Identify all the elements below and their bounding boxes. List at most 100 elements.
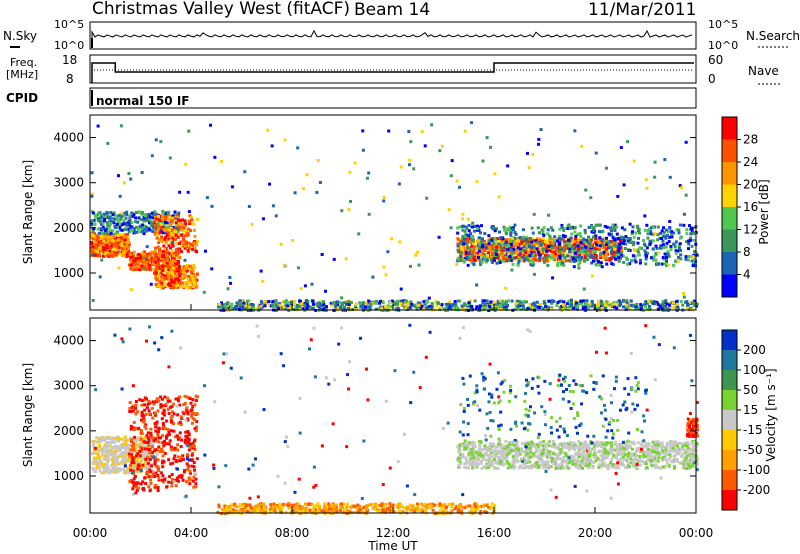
power-cell [647, 300, 650, 303]
power-cell [605, 263, 608, 266]
noise-right-tick-bottom: 10^0 [708, 39, 738, 52]
power-cell [165, 241, 168, 244]
velocity-cell [165, 437, 168, 440]
power-cell [461, 213, 464, 216]
power-cell [398, 240, 401, 243]
power-cell [190, 218, 193, 221]
power-cell [616, 301, 619, 304]
power-cell [611, 224, 614, 227]
power-cell [162, 244, 165, 247]
power-cell [457, 300, 460, 303]
power-cell [684, 258, 687, 261]
power-cell [155, 283, 158, 286]
power-cell [675, 240, 678, 243]
power-cell [573, 260, 576, 263]
power-cell [486, 300, 489, 303]
power-cell [141, 230, 144, 233]
power-cell [430, 123, 433, 126]
power-cell [315, 191, 318, 194]
power-cell [168, 223, 171, 226]
power-cell [592, 260, 595, 263]
power-cell [192, 280, 195, 283]
power-cell [425, 197, 428, 200]
power-cell [106, 224, 109, 227]
power-cell [367, 299, 370, 302]
power-cell [654, 259, 657, 262]
power-cell [283, 264, 286, 267]
velocity-cell [143, 477, 146, 480]
power-colorbar-label: Power [dB] [757, 179, 771, 244]
power-cell [645, 257, 648, 260]
power-cell [275, 305, 278, 308]
power-cell [260, 300, 263, 303]
velocity-cell [113, 437, 116, 440]
power-cell [185, 242, 188, 245]
velocity-cell [123, 445, 126, 448]
power-cell [546, 264, 549, 267]
power-cell [475, 284, 478, 287]
velocity-cell [146, 406, 149, 409]
power-cell [537, 226, 540, 229]
power-cell [615, 307, 618, 310]
power-cell [560, 300, 563, 303]
power-cell [632, 254, 635, 257]
power-cell [478, 236, 481, 239]
power-cbar-swatch-6 [722, 252, 737, 275]
power-cell [114, 226, 117, 229]
power-cell [544, 305, 547, 308]
power-cell [177, 215, 180, 218]
power-cell [481, 245, 484, 248]
power-cell [306, 173, 309, 176]
power-cell [502, 260, 505, 263]
power-cell [532, 232, 535, 235]
power-cell [668, 227, 671, 230]
power-cell [335, 301, 338, 304]
power-cell [92, 299, 95, 302]
power-cell [677, 229, 680, 232]
velocity-cell [101, 453, 104, 456]
power-cell [548, 235, 551, 238]
freq-left-tick-bottom: 8 [66, 72, 74, 86]
power-cell [622, 242, 625, 245]
power-cell [125, 213, 128, 216]
power-cell [508, 259, 511, 262]
power-cell [177, 212, 180, 215]
velocity-cell [107, 441, 110, 444]
power-cbar-tick-label-1: 24 [743, 155, 758, 169]
power-cell [570, 245, 573, 248]
velocity-cell [162, 441, 165, 444]
power-cell [529, 238, 532, 241]
velocity-cell [170, 429, 173, 432]
power-cell [180, 250, 183, 253]
power-cell [638, 253, 641, 256]
power-cell [192, 285, 195, 288]
power-cell [597, 303, 600, 306]
power-cell [596, 264, 599, 267]
velocity-cell [183, 412, 186, 415]
power-cell [317, 159, 320, 162]
velocity-cell [133, 421, 136, 424]
power-cell [104, 252, 107, 255]
power-cell [592, 236, 595, 239]
velocity-cell [176, 443, 179, 446]
power-cell [183, 285, 186, 288]
power-cell [161, 278, 164, 281]
power-cell [283, 300, 286, 303]
noise-right-label: N.Search [746, 29, 800, 43]
power-heatmap [90, 121, 699, 312]
velocity-cell [168, 475, 171, 478]
power-cell [584, 231, 587, 234]
velocity-cell [154, 484, 157, 487]
velocity-cell [91, 452, 94, 455]
velocity-cell [163, 477, 166, 480]
power-cell [631, 230, 634, 233]
power-cell [206, 196, 209, 199]
power-cell [312, 307, 315, 310]
power-cell [536, 241, 539, 244]
power-cell [569, 260, 572, 263]
power-cell [577, 263, 580, 266]
power-cell [677, 260, 680, 263]
velocity-cell [191, 408, 194, 411]
power-cell [431, 302, 434, 305]
power-cell [551, 253, 554, 256]
